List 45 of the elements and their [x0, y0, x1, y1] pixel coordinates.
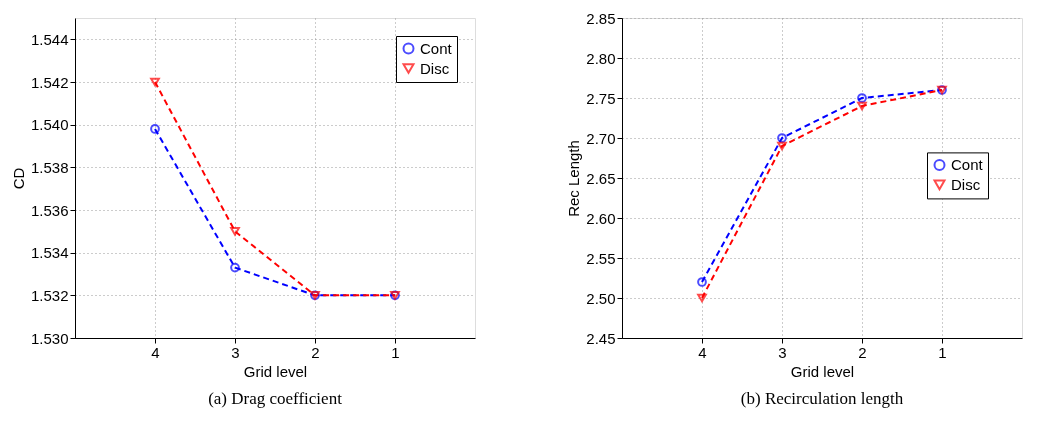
x-tick-label: 2 — [311, 343, 320, 361]
y-tick-label: 1.540 — [30, 116, 69, 134]
text: (a) Drag coefficient — [208, 389, 343, 408]
x-tick-label: 4 — [698, 343, 707, 361]
point — [150, 77, 160, 87]
y-tick-label: 2.65 — [586, 169, 616, 187]
legend-label: Disc — [951, 175, 981, 193]
y-tick-label: 1.536 — [30, 201, 69, 219]
point — [230, 226, 240, 236]
y-tick-label: 1.532 — [30, 286, 69, 304]
point — [777, 133, 787, 143]
y-tick-label: 1.544 — [30, 30, 69, 48]
legend-label: Cont — [420, 39, 453, 57]
x-tick-label: 1 — [938, 343, 947, 361]
x-tick-label: 4 — [151, 343, 160, 361]
y-axis-title: CD — [9, 167, 27, 190]
y-tick-label: 2.80 — [586, 49, 616, 67]
legend-label: Cont — [951, 155, 984, 173]
x-tick-label: 2 — [858, 343, 867, 361]
x-tick-label: 3 — [778, 343, 787, 361]
legend-label: Disc — [420, 59, 450, 77]
y-tick-label: 2.70 — [586, 129, 616, 147]
y-tick-label: 2.60 — [586, 209, 616, 227]
point — [697, 293, 707, 303]
y-tick-label: 1.538 — [30, 158, 69, 176]
point — [857, 101, 867, 111]
y-axis-title: Rec Length — [565, 140, 583, 217]
y-tick-label: 1.530 — [30, 329, 69, 347]
y-tick-label: 2.85 — [586, 9, 616, 27]
x-axis-title: Grid level — [243, 362, 308, 380]
point — [857, 93, 867, 103]
x-axis-title: Grid level — [790, 362, 855, 380]
point — [230, 262, 240, 273]
y-tick-label: 2.45 — [586, 329, 616, 347]
point — [150, 124, 160, 134]
y-tick-label: 2.55 — [586, 249, 616, 267]
y-tick-label: 2.75 — [586, 89, 616, 107]
x-tick-label: 3 — [231, 343, 240, 361]
point — [697, 277, 707, 287]
text: (b) Recirculation length — [740, 389, 904, 408]
y-tick-label: 1.534 — [30, 244, 69, 262]
y-tick-label: 2.50 — [586, 289, 616, 307]
point — [777, 141, 787, 151]
x-tick-label: 1 — [391, 343, 400, 361]
y-tick-label: 1.542 — [30, 73, 69, 91]
